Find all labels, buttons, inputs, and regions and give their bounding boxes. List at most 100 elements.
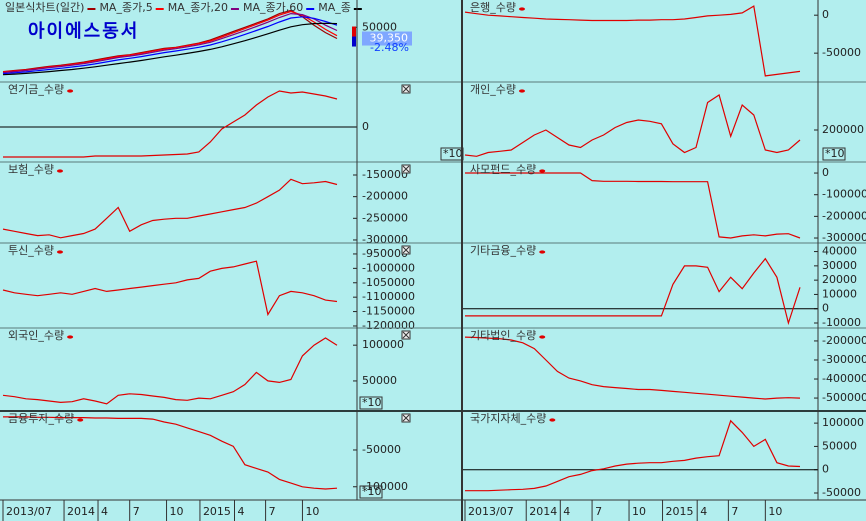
- y-tick-label: -10000: [822, 316, 861, 329]
- title-marker: [539, 335, 546, 339]
- x-tick-label: 7: [731, 505, 738, 518]
- data-line: [465, 257, 801, 326]
- close-icon-x: [402, 331, 410, 339]
- y-tick-label: 100000: [362, 338, 404, 351]
- y-tick-label: -950000: [362, 247, 408, 260]
- y-tick-label: 0: [362, 120, 369, 133]
- y-tick-label: 20000: [822, 273, 857, 286]
- y-tick-label: 30000: [822, 259, 857, 272]
- x-tick-label: 2013/07: [6, 505, 52, 518]
- data-line: [2, 337, 338, 405]
- panel-title: 금융투자_수량: [8, 412, 74, 425]
- legend-label: MA_종가,5: [99, 1, 152, 14]
- x-tick-label: 10: [170, 505, 184, 518]
- price-marker: [352, 36, 356, 47]
- close-icon-x: [402, 414, 410, 422]
- panel-title: 은행_수량: [470, 1, 516, 14]
- y-tick-label: -300000: [822, 231, 866, 244]
- title-marker: [67, 89, 74, 93]
- y-tick-label: 50000: [362, 374, 397, 387]
- annotation: 아이에스동서: [28, 21, 139, 42]
- x-tick-label: 4: [237, 505, 244, 518]
- panel-title: 기타법인_수량: [470, 329, 536, 342]
- panel-title: 국가지자체_수량: [470, 412, 546, 425]
- title-marker: [56, 250, 63, 254]
- legend-label: MA_종가,60: [243, 1, 303, 14]
- y-tick-label: 0: [822, 166, 829, 179]
- y-tick-label: 50000: [362, 20, 397, 33]
- y-tick-label: -400000: [822, 372, 866, 385]
- title-marker: [67, 335, 74, 339]
- price-marker: [352, 26, 356, 37]
- x-tick-label: 4: [101, 505, 108, 518]
- y-tick-label: 100000: [822, 416, 864, 429]
- x-tick-label: 10: [305, 505, 319, 518]
- title-marker: [518, 7, 525, 11]
- close-icon-x: [402, 85, 410, 93]
- panel-title: 보험_수량: [8, 163, 54, 176]
- y-tick-label: -1150000: [362, 305, 415, 318]
- y-tick-label: -50000: [362, 443, 401, 456]
- panel-title: 외국인_수량: [8, 329, 64, 342]
- y-tick-label: -150000: [362, 168, 408, 181]
- y-tick-label: -250000: [362, 211, 408, 224]
- x-tick-label: 7: [595, 505, 602, 518]
- scale-label: *10: [362, 396, 382, 409]
- x-tick-label: 2013/07: [468, 505, 514, 518]
- title-marker: [56, 169, 63, 173]
- title-marker: [77, 418, 84, 422]
- y-tick-label: 50000: [822, 439, 857, 452]
- last-value-label: 39,350: [370, 32, 409, 45]
- y-tick-label: 0: [822, 302, 829, 315]
- y-tick-label: -200000: [822, 334, 866, 347]
- y-tick-label: -100000: [362, 480, 408, 493]
- data-line: [2, 178, 338, 239]
- x-tick-label: 2014: [67, 505, 95, 518]
- data-line: [464, 336, 801, 400]
- y-tick-label: -50000: [822, 46, 861, 59]
- x-tick-label: 2015: [666, 505, 694, 518]
- data-line: [3, 416, 338, 490]
- data-line: [464, 94, 801, 157]
- panel-title: 투신_수량: [8, 244, 54, 257]
- panel-title: 연기금_수량: [8, 83, 64, 96]
- y-tick-label: -50000: [822, 486, 861, 499]
- y-tick-label: 0: [822, 8, 829, 21]
- data-line: [2, 260, 338, 317]
- close-icon-x: [402, 246, 410, 254]
- y-tick-label: -300000: [822, 353, 866, 366]
- y-tick-label: -200000: [822, 209, 866, 222]
- x-tick-label: 2014: [529, 505, 557, 518]
- scale-box: [822, 147, 846, 161]
- x-tick-label: 7: [269, 505, 276, 518]
- title-marker: [539, 169, 546, 173]
- y-tick-label: -100000: [822, 188, 866, 201]
- y-tick-label: -200000: [362, 190, 408, 203]
- scale-label: *10: [443, 147, 463, 160]
- y-tick-label: -1050000: [362, 276, 415, 289]
- scale-box: [359, 396, 383, 410]
- y-tick-label: -300000: [362, 233, 408, 246]
- y-tick-label: 0: [822, 463, 829, 476]
- data-line: [464, 5, 801, 77]
- title-marker: [539, 250, 546, 254]
- data-line: [2, 12, 338, 74]
- y-tick-label: 10000: [822, 287, 857, 300]
- title-marker: [518, 89, 525, 93]
- legend-label: 일본식차트(일간): [5, 0, 84, 14]
- x-tick-label: 4: [700, 505, 707, 518]
- change-label: -2.48%: [370, 41, 409, 54]
- data-line: [3, 90, 338, 158]
- panel-title: 개인_수량: [470, 83, 516, 96]
- data-line: [465, 172, 801, 239]
- last-value-box: [362, 31, 412, 46]
- panel-title: 사모펀드_수량: [470, 163, 536, 176]
- y-tick-label: -1200000: [362, 319, 415, 332]
- data-line: [2, 10, 338, 73]
- data-line: [465, 419, 801, 492]
- scale-label: *10: [825, 147, 845, 160]
- title-marker: [549, 418, 556, 422]
- x-tick-label: 4: [563, 505, 570, 518]
- legend-label: MA_종가,20: [168, 1, 228, 14]
- panel-title: 기타금융_수량: [470, 244, 536, 257]
